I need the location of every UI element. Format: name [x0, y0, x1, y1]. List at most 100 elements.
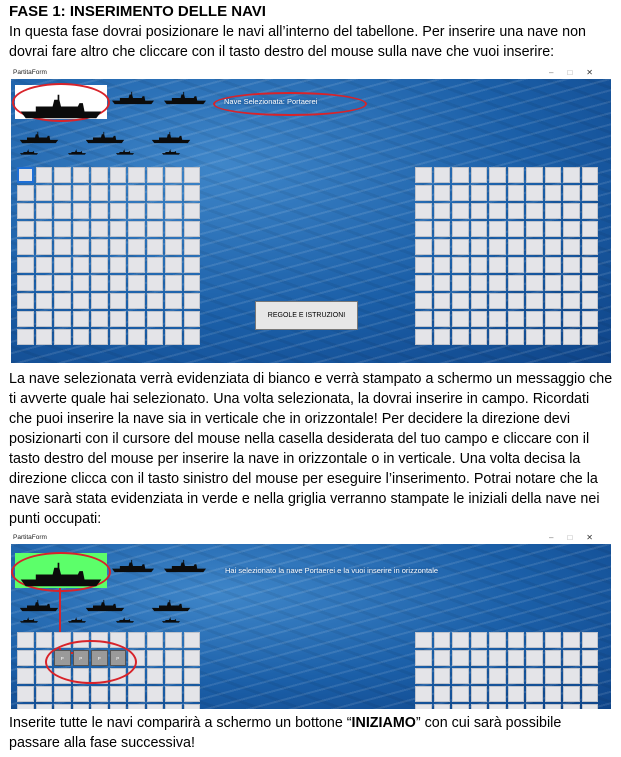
grid-cell[interactable] — [165, 329, 182, 345]
grid-cell[interactable] — [433, 668, 450, 684]
grid-cell[interactable] — [165, 275, 182, 291]
grid-cell[interactable] — [128, 329, 145, 345]
grid-cell[interactable] — [72, 257, 89, 273]
grid-cell[interactable] — [507, 221, 524, 237]
grid-cell[interactable] — [91, 686, 108, 702]
grid-cell[interactable] — [581, 185, 598, 201]
grid-cell[interactable] — [415, 185, 432, 201]
grid-cell[interactable] — [128, 221, 145, 237]
grid-cell[interactable] — [109, 239, 126, 255]
battleship-icon[interactable] — [163, 91, 207, 105]
grid-cell[interactable] — [470, 239, 487, 255]
grid-cell[interactable] — [35, 293, 52, 309]
grid-cell[interactable] — [183, 275, 200, 291]
grid-cell[interactable] — [544, 650, 561, 666]
grid-cell[interactable] — [128, 311, 145, 327]
grid-cell[interactable] — [146, 167, 163, 183]
grid-cell[interactable] — [35, 329, 52, 345]
grid-cell[interactable] — [165, 668, 182, 684]
grid-cell[interactable] — [35, 311, 52, 327]
grid-cell[interactable] — [35, 239, 52, 255]
grid-cell[interactable] — [165, 185, 182, 201]
grid-cell[interactable] — [452, 704, 469, 709]
grid-cell[interactable] — [507, 275, 524, 291]
grid-cell[interactable] — [165, 239, 182, 255]
grid-cell[interactable] — [489, 293, 506, 309]
cruiser-icon[interactable] — [151, 131, 191, 144]
grid-cell[interactable] — [183, 293, 200, 309]
grid-cell[interactable] — [17, 311, 34, 327]
grid-cell[interactable] — [91, 167, 108, 183]
grid-cell[interactable] — [507, 257, 524, 273]
submarine-icon[interactable] — [161, 149, 181, 155]
grid-cell[interactable] — [452, 650, 469, 666]
grid-cell[interactable] — [563, 329, 580, 345]
grid-cell[interactable] — [563, 221, 580, 237]
grid-cell[interactable] — [489, 650, 506, 666]
grid-cell[interactable] — [146, 239, 163, 255]
grid-cell[interactable] — [489, 185, 506, 201]
grid-cell[interactable] — [415, 203, 432, 219]
grid-cell[interactable] — [183, 185, 200, 201]
cruiser-icon[interactable] — [19, 131, 59, 144]
grid-cell[interactable] — [72, 167, 89, 183]
grid-cell[interactable] — [507, 239, 524, 255]
grid-cell[interactable] — [581, 257, 598, 273]
grid-cell[interactable] — [526, 632, 543, 648]
grid-cell[interactable] — [433, 167, 450, 183]
grid-cell[interactable] — [91, 221, 108, 237]
grid-cell[interactable] — [544, 221, 561, 237]
battleship-icon[interactable] — [163, 559, 207, 573]
grid-cell[interactable] — [165, 221, 182, 237]
grid-cell[interactable] — [109, 221, 126, 237]
grid-cell[interactable] — [489, 311, 506, 327]
grid-cell[interactable] — [146, 185, 163, 201]
grid-cell[interactable] — [109, 275, 126, 291]
grid-cell[interactable] — [165, 167, 182, 183]
grid-cell[interactable] — [54, 311, 71, 327]
grid-cell[interactable] — [526, 275, 543, 291]
grid-cell[interactable] — [470, 329, 487, 345]
grid-cell[interactable] — [507, 650, 524, 666]
grid-cell[interactable] — [581, 203, 598, 219]
grid-cell[interactable] — [54, 275, 71, 291]
minimize-icon[interactable]: – — [549, 533, 568, 542]
submarine-icon[interactable] — [19, 149, 39, 155]
grid-cell[interactable] — [415, 329, 432, 345]
grid-cell[interactable] — [489, 221, 506, 237]
grid-cell[interactable] — [72, 239, 89, 255]
grid-cell[interactable] — [17, 239, 34, 255]
grid-cell[interactable] — [507, 632, 524, 648]
grid-cell[interactable] — [415, 257, 432, 273]
submarine-icon[interactable] — [115, 149, 135, 155]
grid-cell[interactable] — [128, 257, 145, 273]
grid-cell[interactable] — [581, 632, 598, 648]
grid-cell[interactable] — [544, 686, 561, 702]
grid-cell[interactable] — [35, 167, 52, 183]
grid-cell[interactable] — [470, 668, 487, 684]
grid-cell[interactable] — [489, 632, 506, 648]
grid-cell[interactable] — [470, 650, 487, 666]
grid-cell[interactable] — [489, 275, 506, 291]
grid-cell[interactable] — [183, 203, 200, 219]
grid-cell[interactable] — [581, 650, 598, 666]
grid-cell[interactable] — [128, 275, 145, 291]
grid-cell[interactable] — [581, 167, 598, 183]
grid-cell[interactable] — [72, 704, 89, 709]
grid-cell[interactable] — [17, 650, 34, 666]
grid-cell[interactable] — [183, 704, 200, 709]
grid-cell[interactable] — [452, 185, 469, 201]
grid-cell[interactable] — [563, 203, 580, 219]
grid-cell[interactable] — [128, 668, 145, 684]
grid-cell[interactable] — [91, 704, 108, 709]
grid-cell[interactable] — [507, 311, 524, 327]
grid-cell[interactable] — [433, 257, 450, 273]
grid-cell[interactable] — [54, 239, 71, 255]
grid-cell[interactable] — [165, 632, 182, 648]
grid-cell[interactable] — [146, 329, 163, 345]
grid-cell[interactable] — [563, 239, 580, 255]
grid-cell[interactable] — [54, 704, 71, 709]
grid-cell[interactable] — [526, 704, 543, 709]
submarine-icon[interactable] — [115, 617, 135, 623]
grid-cell[interactable] — [415, 686, 432, 702]
